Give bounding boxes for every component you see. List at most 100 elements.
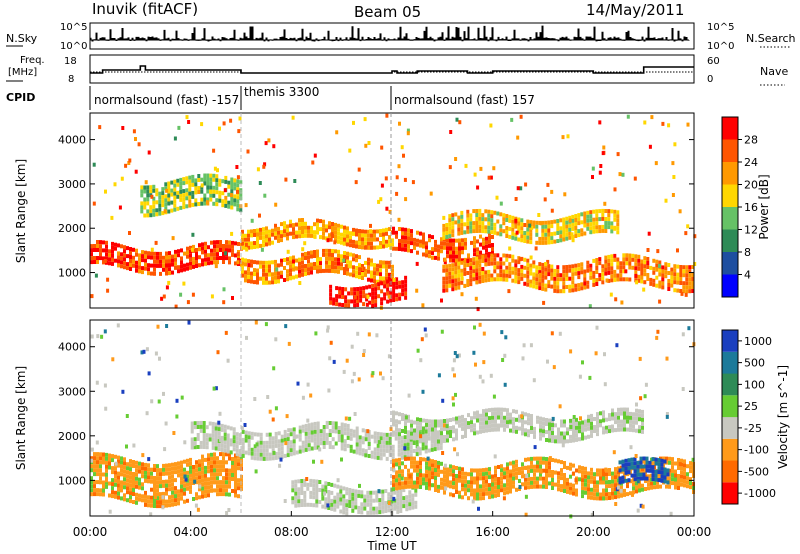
heatmap-cell xyxy=(484,274,488,279)
heatmap-cell xyxy=(518,414,521,419)
heatmap-cell xyxy=(271,444,275,449)
heatmap-cell xyxy=(446,434,449,439)
heatmap-cell xyxy=(322,235,325,240)
heatmap-cell xyxy=(176,178,180,183)
heatmap-cell xyxy=(571,288,575,293)
heatmap-cell xyxy=(188,195,192,200)
heatmap-cell xyxy=(566,427,569,432)
heatmap-cell xyxy=(284,324,288,329)
heatmap-cell xyxy=(442,276,446,281)
heatmap-cell xyxy=(177,497,180,502)
heatmap-cell xyxy=(541,262,545,267)
heatmap-cell xyxy=(640,263,644,268)
heatmap-cell xyxy=(655,335,659,340)
heatmap-cell xyxy=(141,254,144,259)
heatmap-cell xyxy=(138,269,141,274)
heatmap-cell xyxy=(451,225,455,230)
heatmap-cell xyxy=(503,382,507,387)
heatmap-cell xyxy=(395,458,398,463)
heatmap-cell xyxy=(408,498,412,503)
freq-tick-top: 18 xyxy=(64,56,77,67)
heatmap-cell xyxy=(493,226,497,231)
heatmap-cell xyxy=(554,470,557,475)
heatmap-cell xyxy=(643,264,647,269)
heatmap-cell xyxy=(691,281,695,285)
heatmap-cell xyxy=(457,285,461,290)
heatmap-cell xyxy=(560,460,563,465)
heatmap-cell xyxy=(240,426,244,431)
heatmap-cell xyxy=(203,201,207,206)
heatmap-cell xyxy=(639,456,643,461)
heatmap-cell xyxy=(634,273,638,278)
heatmap-cell xyxy=(322,248,325,253)
heatmap-cell xyxy=(589,218,593,223)
heatmap-cell xyxy=(373,439,377,444)
heatmap-cell xyxy=(568,231,572,236)
heatmap-cell xyxy=(545,418,548,422)
heatmap-cell xyxy=(364,429,368,434)
heatmap-cell xyxy=(455,478,458,482)
heatmap-cell xyxy=(425,457,428,462)
heatmap-cell xyxy=(289,231,292,236)
heatmap-cell xyxy=(455,250,458,255)
heatmap-cell xyxy=(464,487,467,492)
heatmap-cell xyxy=(228,480,231,485)
heatmap-cell xyxy=(530,484,533,489)
heatmap-cell xyxy=(503,475,506,480)
heatmap-cell xyxy=(615,343,619,348)
heatmap-cell xyxy=(392,290,396,294)
heatmap-cell xyxy=(473,244,476,249)
heatmap-cell xyxy=(404,291,408,296)
heatmap-cell xyxy=(648,468,652,473)
heatmap-cell xyxy=(351,492,355,497)
heatmap-cell xyxy=(407,248,410,253)
heatmap-cell xyxy=(431,419,434,424)
heatmap-cell xyxy=(383,284,387,289)
heatmap-cell xyxy=(195,248,198,252)
heatmap-cell xyxy=(547,240,551,245)
heatmap-cell xyxy=(584,470,587,475)
heatmap-cell xyxy=(210,294,214,299)
heatmap-cell xyxy=(548,481,551,486)
heatmap-cell xyxy=(566,477,569,482)
heatmap-cell xyxy=(647,231,651,236)
heatmap-cell xyxy=(193,437,197,442)
heatmap-cell xyxy=(452,465,455,470)
heatmap-cell xyxy=(667,283,671,287)
colorbar-tick-label: 1000 xyxy=(744,335,772,348)
heatmap-cell xyxy=(416,417,419,422)
heatmap-cell xyxy=(645,464,649,469)
heatmap-cell xyxy=(490,226,494,231)
heatmap-cell xyxy=(322,227,325,232)
heatmap-cell xyxy=(530,422,533,426)
heatmap-cell xyxy=(90,476,93,481)
heatmap-cell xyxy=(617,427,620,432)
heatmap-cell xyxy=(544,267,548,272)
heatmap-cell xyxy=(414,500,418,505)
heatmap-cell xyxy=(304,233,307,238)
heatmap-cell xyxy=(551,435,554,439)
heatmap-cell xyxy=(660,470,664,475)
heatmap-cell xyxy=(500,419,503,424)
heatmap-cell xyxy=(442,223,446,228)
heatmap-cell xyxy=(247,435,251,440)
heatmap-cell xyxy=(179,197,183,202)
heatmap-cell xyxy=(144,474,147,479)
heatmap-cell xyxy=(244,270,247,275)
heatmap-cell xyxy=(376,447,380,452)
heatmap-cell xyxy=(514,224,518,229)
heatmap-cell xyxy=(409,437,413,442)
heatmap-cell xyxy=(376,263,379,268)
heatmap-cell xyxy=(636,476,640,481)
heatmap-cell xyxy=(602,472,605,477)
heatmap-cell xyxy=(362,286,366,291)
heatmap-cell xyxy=(147,263,150,268)
heatmap-cell xyxy=(259,452,263,457)
heatmap-cell xyxy=(228,256,231,261)
heatmap-cell xyxy=(165,487,168,492)
heatmap-cell xyxy=(565,265,569,269)
heatmap-cell xyxy=(499,212,503,217)
heatmap-cell xyxy=(602,476,605,481)
heatmap-cell xyxy=(521,431,524,436)
heatmap-cell xyxy=(177,125,181,130)
